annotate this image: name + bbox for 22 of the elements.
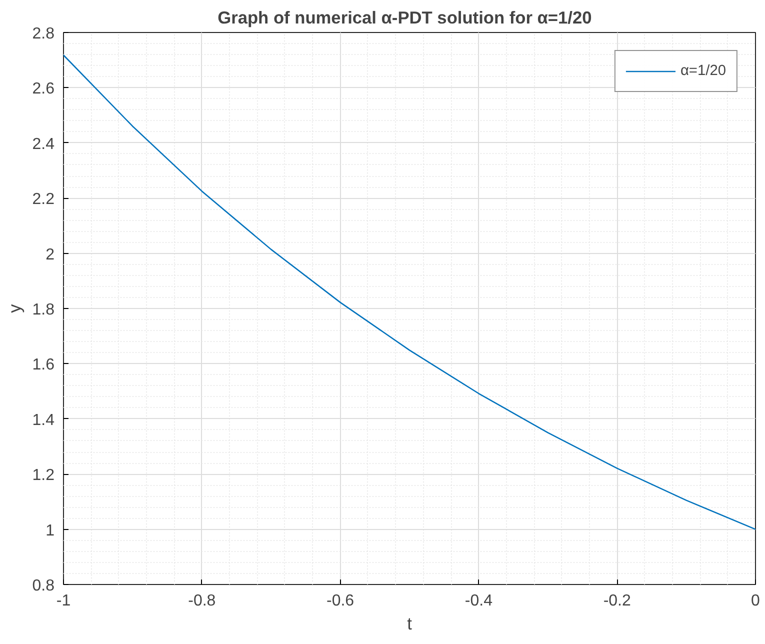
y-tick-label: 1.2 [32, 467, 55, 484]
y-tick-label: 1.8 [32, 302, 55, 318]
x-tick-label: -0.4 [464, 592, 493, 610]
y-axis-title: y [4, 304, 24, 313]
chart-title: Graph of numerical α-PDT solution for α=1/20 [218, 8, 592, 28]
y-tick-label: 1.4 [32, 412, 55, 429]
y-tick-label: 2.2 [32, 191, 55, 208]
x-tick-label: -0.6 [326, 592, 354, 610]
y-tick-label: 2 [46, 246, 55, 264]
y-tick-label: 1.6 [32, 356, 55, 374]
x-tick-label: -0.8 [188, 592, 216, 610]
x-axis-title: t [407, 614, 412, 634]
x-tick-label: -0.2 [603, 592, 631, 610]
x-tick-label: 0 [751, 592, 760, 610]
y-tick-label: 0.8 [32, 578, 55, 594]
y-tick-label: 1 [46, 522, 55, 540]
x-tick-label: -1 [56, 592, 71, 610]
y-tick-label: 2.4 [32, 136, 55, 153]
y-tick-label: 2.6 [32, 80, 55, 98]
y-tick-label: 2.8 [32, 26, 55, 42]
line-series [64, 54, 756, 530]
legend-label: α=1/20 [680, 63, 726, 79]
